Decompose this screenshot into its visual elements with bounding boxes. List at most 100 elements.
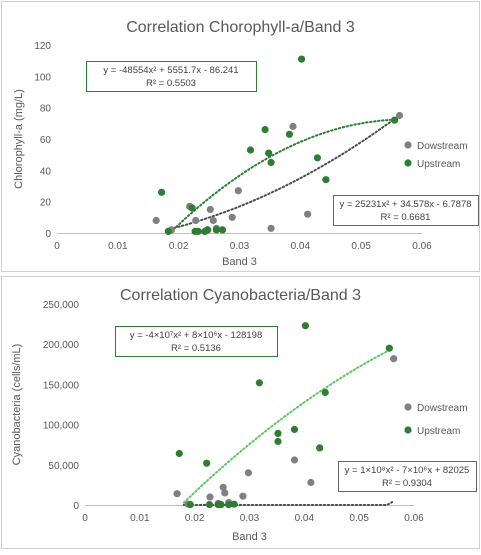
chart-frame [1, 1, 480, 272]
legend-label: Dowstream [417, 141, 468, 152]
data-point-upstream [203, 226, 211, 234]
legend-label: Dowstream [417, 403, 468, 414]
data-point-dowstream [234, 187, 242, 195]
y-tick-label: 0 [45, 229, 51, 240]
data-point-upstream [255, 379, 263, 387]
y-tick-label: 250,000 [43, 300, 80, 311]
data-point-upstream [261, 126, 269, 134]
trendline-equation: y = 1×10⁸x² - 7×10⁶x + 82025 [345, 465, 470, 476]
data-point-upstream [290, 425, 299, 433]
data-point-upstream [274, 429, 282, 437]
data-point-upstream [194, 227, 202, 235]
y-tick-label: 60 [40, 135, 52, 146]
x-tick-label: 0 [54, 241, 60, 252]
y-axis-label: Chlorophyll-a (mg/L) [13, 89, 25, 189]
data-point-upstream [298, 55, 306, 63]
equation-box-border [338, 461, 477, 492]
y-tick-label: 0 [73, 501, 79, 512]
x-tick-label: 0.04 [295, 513, 315, 524]
y-tick-label: 150,000 [43, 380, 80, 391]
x-axis-label: Band 3 [222, 256, 257, 268]
y-tick-label: 120 [34, 41, 51, 52]
data-point-dowstream [221, 489, 229, 497]
y-tick-label: 200,000 [43, 340, 80, 351]
chart-title: Correlation Cyanobacteria/Band 3 [120, 287, 361, 304]
data-point-upstream [164, 227, 172, 235]
data-point-upstream [217, 501, 225, 509]
x-tick-label: 0.05 [349, 513, 369, 524]
data-point-upstream [385, 344, 393, 352]
data-point-dowstream [307, 478, 315, 487]
data-point-dowstream [219, 483, 227, 491]
chart-panel-1: Correlation Chorophyll-a/Band 3 0 0.01 0.02… [1, 1, 480, 272]
data-point-dowstream [206, 493, 214, 501]
data-point-upstream [188, 204, 196, 212]
x-tick-label: 0.06 [412, 241, 432, 252]
trendline-dowstream [182, 501, 394, 506]
data-point-upstream [321, 388, 329, 396]
x-tick-label: 0 [82, 513, 88, 524]
data-point-upstream [218, 226, 227, 234]
x-tick-label: 0.03 [240, 513, 260, 524]
equation-box-upstream: y = -4×10⁷x² + 8×10⁶x - 128198 R² = 0.513… [115, 326, 278, 357]
data-point-upstream [230, 500, 238, 508]
legend-marker [404, 159, 412, 167]
equation-box-border [86, 61, 257, 92]
chart-frame [1, 276, 480, 549]
equation-box-dowstream: y = 25231x² + 34.578x - 6.7878 R² = 0.668… [333, 195, 479, 226]
x-tick-label: 0.01 [130, 513, 150, 524]
equation-box-dowstream: y = 1×10⁸x² - 7×10⁶x + 82025 R² = 0.9304 [338, 461, 477, 492]
data-point-upstream [316, 444, 324, 452]
trendline-r-squared: R² = 0.9304 [382, 478, 432, 489]
y-tick-label: 50,000 [48, 461, 79, 472]
data-point-dowstream [173, 490, 181, 498]
data-point-dowstream [152, 216, 160, 225]
x-tick-label: 0.01 [108, 241, 128, 252]
data-point-upstream [212, 226, 220, 234]
data-point-dowstream [290, 456, 299, 464]
trendline-equation: y = -4×10⁷x² + 8×10⁶x - 128198 [130, 330, 263, 341]
data-point-dowstream [228, 213, 236, 221]
data-point-upstream [186, 501, 194, 509]
x-tick-label: 0.06 [404, 513, 424, 524]
data-point-upstream [225, 501, 233, 509]
equation-box-border [333, 195, 479, 226]
data-point-dowstream [206, 205, 214, 214]
y-axis-label: Cyanobacteria (cells/mL) [11, 344, 23, 466]
legend-label: Upstream [417, 159, 460, 170]
data-point-upstream [391, 116, 399, 124]
data-point-dowstream [304, 210, 312, 218]
trendline-equation: y = 25231x² + 34.578x - 6.7878 [339, 199, 471, 210]
data-point-dowstream [209, 216, 217, 225]
y-tick-label: 80 [40, 104, 52, 115]
equation-box-upstream: y = -48554x² + 5551.7x - 86.241 R² = 0.55… [86, 61, 257, 92]
y-tick-label: 40 [40, 166, 52, 177]
x-axis-label: Band 3 [232, 531, 267, 543]
data-point-upstream [313, 154, 321, 162]
y-tick-label: 100,000 [43, 421, 80, 432]
trendline-upstream [182, 347, 394, 504]
data-point-dowstream [239, 492, 247, 500]
trendline-r-squared: R² = 0.5136 [171, 343, 221, 354]
data-point-upstream [265, 149, 273, 157]
y-tick-label: 20 [40, 198, 52, 209]
legend-marker [404, 403, 412, 411]
data-point-dowstream [244, 469, 252, 477]
x-tick-label: 0.02 [185, 513, 205, 524]
data-point-upstream [246, 146, 255, 154]
chart-panel-2: Correlation Cyanobacteria/Band 3 0 0.01 0.0… [1, 276, 480, 549]
data-point-upstream [285, 130, 293, 138]
data-point-dowstream [395, 111, 404, 120]
trendline-dowstream [165, 115, 399, 231]
trendline-r-squared: R² = 0.6681 [381, 212, 431, 223]
data-point-upstream [205, 501, 214, 509]
x-tick-label: 0.05 [351, 241, 371, 252]
data-point-upstream [301, 322, 309, 330]
data-point-dowstream [267, 224, 275, 232]
data-point-upstream [274, 437, 282, 446]
y-tick-label: 100 [34, 72, 51, 83]
data-point-upstream [267, 158, 275, 167]
data-point-upstream [322, 176, 330, 184]
